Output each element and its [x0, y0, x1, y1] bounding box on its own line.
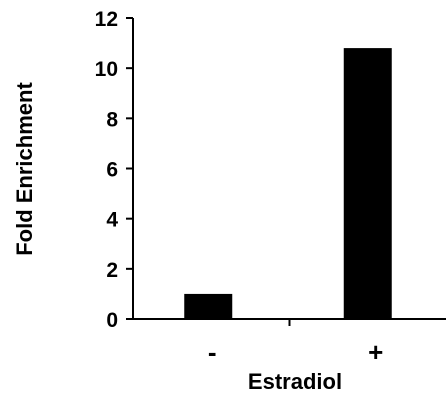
y-tick-label: 6: [106, 159, 118, 182]
x-tick-label: -: [208, 337, 217, 367]
y-tick-label: 4: [106, 209, 118, 232]
x-axis-label: Estradiol: [248, 369, 342, 393]
y-tick-label: 12: [95, 8, 118, 31]
bar-plus: [343, 48, 392, 319]
y-tick-label: 8: [106, 108, 118, 131]
x-tick-label: +: [368, 337, 383, 367]
x-axis: - +: [133, 318, 446, 367]
y-tick-label: 2: [106, 259, 118, 282]
y-axis-label: Fold Enrichment: [12, 82, 37, 256]
y-tick-label: 0: [106, 309, 118, 332]
bars: [184, 48, 392, 319]
y-axis: 0 2 4 6 8 10 12: [95, 8, 134, 332]
bar-minus: [184, 293, 233, 319]
y-tick-label: 10: [95, 58, 118, 81]
